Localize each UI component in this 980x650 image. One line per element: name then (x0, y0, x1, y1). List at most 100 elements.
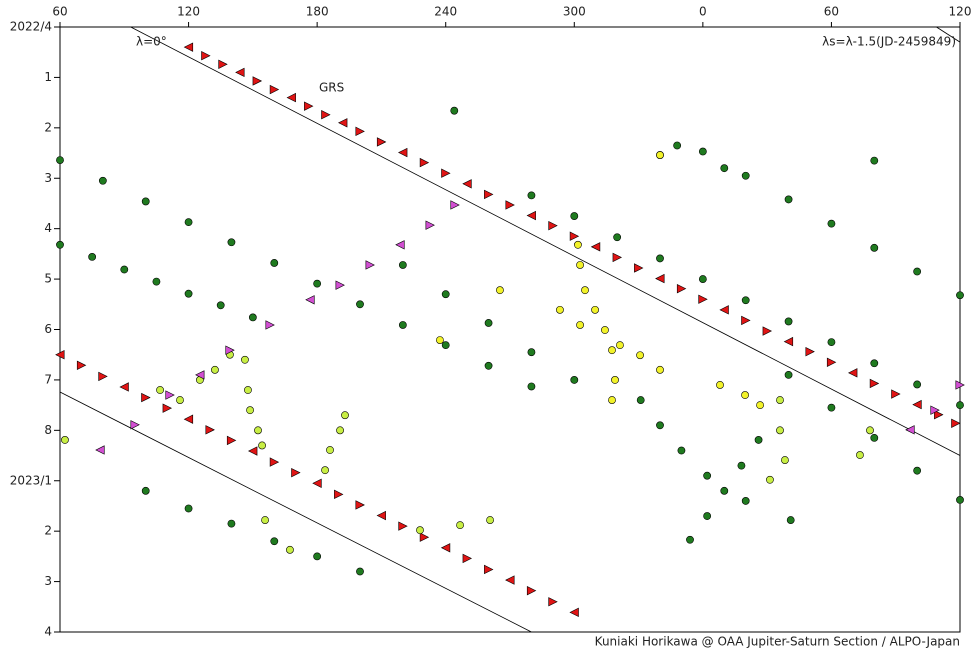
data-point (141, 197, 150, 206)
data-point (526, 210, 536, 221)
data-point (913, 466, 922, 475)
data-point (783, 336, 794, 347)
data-point (269, 457, 280, 467)
data-point (930, 405, 940, 415)
data-point (634, 263, 644, 273)
x-tick-label: 240 (434, 5, 457, 19)
data-point (397, 147, 408, 158)
data-point (216, 301, 225, 310)
data-point (184, 289, 193, 298)
data-point (847, 368, 858, 378)
reference-line (936, 26, 961, 43)
y-tick-label: 4 (44, 221, 52, 235)
data-point (265, 320, 275, 330)
data-point (591, 305, 599, 314)
data-point (912, 399, 922, 410)
data-point (441, 290, 450, 299)
y-tick-label: 3 (44, 171, 52, 185)
data-point (656, 151, 664, 159)
annotation: GRS (319, 81, 344, 95)
data-point (376, 510, 386, 521)
data-point (270, 259, 279, 267)
data-point (698, 294, 708, 304)
y-tick-label: 1 (44, 70, 52, 84)
data-point (56, 156, 64, 164)
data-point (608, 396, 616, 404)
data-point (313, 279, 322, 288)
y-tick-label: 2 (44, 524, 52, 538)
data-point (484, 319, 493, 327)
data-point (613, 233, 622, 242)
data-point (419, 157, 430, 168)
data-point (218, 59, 228, 69)
data-point (934, 410, 944, 420)
data-point (570, 212, 579, 220)
data-point (201, 51, 211, 61)
data-point (183, 414, 194, 424)
data-point (655, 273, 665, 284)
data-point (741, 497, 750, 505)
data-point (365, 260, 375, 270)
data-point (341, 411, 349, 420)
data-point (356, 567, 364, 576)
data-point (486, 516, 494, 524)
data-point (291, 467, 301, 478)
data-point (440, 543, 451, 553)
data-point (88, 252, 97, 261)
data-point (856, 451, 864, 459)
data-point (891, 389, 901, 399)
data-point (254, 426, 262, 435)
data-point (956, 496, 964, 504)
data-point (590, 242, 601, 252)
data-point (183, 42, 194, 52)
data-point (913, 380, 922, 389)
data-point (119, 382, 129, 392)
data-point (286, 92, 296, 103)
data-point (95, 445, 105, 455)
data-point (450, 200, 460, 210)
data-point (741, 391, 749, 399)
data-point (827, 219, 836, 228)
data-point (720, 486, 729, 495)
data-point (141, 486, 150, 495)
y-tick-label: 2022/4 (10, 20, 52, 34)
data-point (720, 164, 729, 173)
data-point (450, 106, 459, 115)
data-point (321, 110, 331, 120)
data-point (776, 396, 784, 404)
reference-line (59, 391, 532, 633)
x-tick-label: 60 (52, 5, 67, 19)
data-point (98, 371, 108, 382)
data-point (956, 291, 964, 300)
data-point (355, 126, 365, 137)
data-point (827, 403, 836, 412)
data-point (956, 401, 964, 410)
data-point (484, 189, 494, 200)
data-point (335, 280, 345, 290)
data-point (737, 461, 746, 470)
data-point (425, 220, 435, 230)
data-point (304, 101, 314, 111)
data-point (686, 535, 694, 544)
y-tick-label: 6 (44, 322, 52, 336)
data-point (608, 346, 616, 355)
data-point (505, 575, 515, 585)
x-tick-label: 180 (306, 5, 329, 19)
data-point (211, 365, 219, 374)
data-point (496, 286, 504, 295)
data-point (505, 200, 515, 210)
data-point (869, 378, 880, 389)
data-point (120, 265, 129, 274)
data-point (261, 516, 269, 524)
data-point (870, 156, 879, 165)
data-point (955, 380, 965, 390)
data-point (227, 519, 236, 528)
data-point (576, 321, 584, 329)
data-point (826, 357, 837, 367)
data-point (569, 607, 579, 618)
data-point (61, 436, 69, 444)
data-point (827, 338, 836, 347)
x-tick-label: 120 (177, 5, 200, 19)
data-point (176, 396, 184, 404)
data-point (656, 365, 664, 374)
